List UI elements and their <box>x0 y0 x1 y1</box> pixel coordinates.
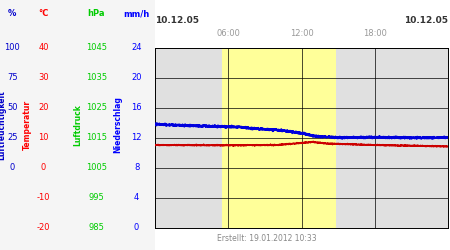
Text: Luftfeuchtigkeit: Luftfeuchtigkeit <box>0 90 6 160</box>
Bar <box>222 48 336 228</box>
Text: 1015: 1015 <box>86 133 107 142</box>
Text: Erstellt: 19.01.2012 10:33: Erstellt: 19.01.2012 10:33 <box>216 234 316 243</box>
Text: 0: 0 <box>134 223 139 232</box>
Text: 20: 20 <box>38 103 49 112</box>
Text: 1035: 1035 <box>86 73 107 82</box>
Text: 1025: 1025 <box>86 103 107 112</box>
Text: 8: 8 <box>134 163 140 172</box>
Text: -10: -10 <box>37 193 50 202</box>
Text: 995: 995 <box>88 193 104 202</box>
Text: 25: 25 <box>7 133 18 142</box>
Text: mm/h: mm/h <box>123 9 150 18</box>
Text: 12:00: 12:00 <box>290 28 313 38</box>
Text: °C: °C <box>38 9 49 18</box>
Text: 06:00: 06:00 <box>216 28 240 38</box>
Text: 20: 20 <box>131 73 142 82</box>
Text: 1045: 1045 <box>86 43 107 52</box>
Text: 12: 12 <box>131 133 142 142</box>
Text: hPa: hPa <box>87 9 105 18</box>
Text: 50: 50 <box>7 103 18 112</box>
Text: 24: 24 <box>131 43 142 52</box>
Text: 75: 75 <box>7 73 18 82</box>
Text: 1005: 1005 <box>86 163 107 172</box>
Text: 0: 0 <box>41 163 46 172</box>
Text: 4: 4 <box>134 193 139 202</box>
Text: 10: 10 <box>38 133 49 142</box>
Text: 18:00: 18:00 <box>363 28 387 38</box>
Text: 30: 30 <box>38 73 49 82</box>
Text: Niederschlag: Niederschlag <box>113 96 122 154</box>
Text: 10.12.05: 10.12.05 <box>155 16 199 25</box>
Text: -20: -20 <box>37 223 50 232</box>
Text: 100: 100 <box>4 43 20 52</box>
Text: 16: 16 <box>131 103 142 112</box>
Text: Luftdruck: Luftdruck <box>73 104 82 146</box>
Text: %: % <box>8 9 17 18</box>
Text: 10.12.05: 10.12.05 <box>404 16 448 25</box>
Text: 0: 0 <box>10 163 15 172</box>
Text: 985: 985 <box>88 223 104 232</box>
Text: 40: 40 <box>38 43 49 52</box>
Text: Temperatur: Temperatur <box>22 100 32 150</box>
